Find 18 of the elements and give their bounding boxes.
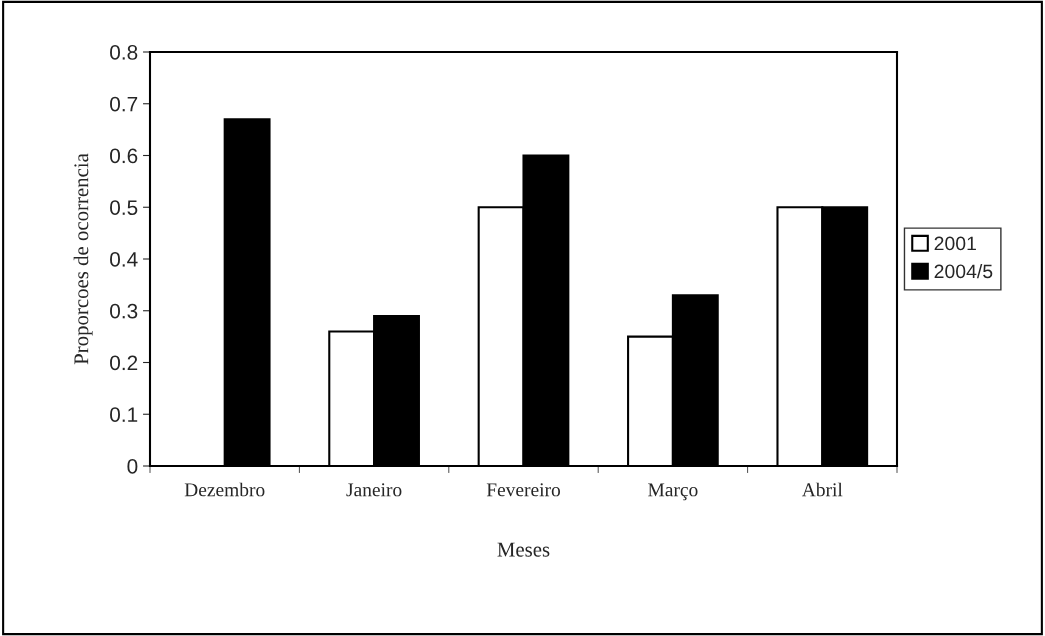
y-tick-label: 0.4 <box>110 252 138 267</box>
y-tick-label: 0.6 <box>110 148 138 164</box>
y-tick-label: 0.7 <box>110 96 138 112</box>
x-axis-title: Meses <box>497 542 550 557</box>
y-tick-label: 0 <box>127 459 138 474</box>
x-tick-label: Dezembro <box>184 482 265 497</box>
legend-label: 2001 <box>934 236 976 251</box>
x-tick-label: Março <box>648 483 698 501</box>
legend-label: 2004/5 <box>934 263 993 279</box>
x-tick-label: Abril <box>801 482 843 497</box>
y-tick-label: 0.8 <box>110 45 138 60</box>
y-tick-label: 0.1 <box>110 407 138 422</box>
y-tick-label: 0.2 <box>110 355 138 371</box>
y-tick-label: 0.3 <box>110 303 138 319</box>
x-tick-label: Janeiro <box>346 483 402 497</box>
y-tick-label: 0.5 <box>110 200 138 215</box>
y-axis-title: Proporcoes de ocorrencia <box>73 153 93 365</box>
x-tick-label: Fevereiro <box>486 483 561 497</box>
